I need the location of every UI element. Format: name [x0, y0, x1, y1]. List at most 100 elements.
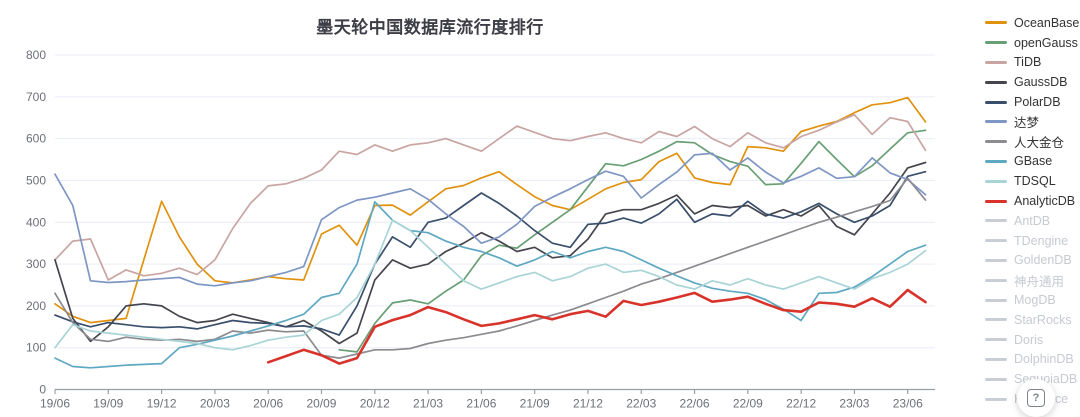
x-tick-label: 21/09	[520, 397, 550, 411]
x-tick-label: 23/06	[893, 397, 923, 411]
legend-label: OceanBase	[1014, 15, 1080, 30]
legend-item-Doris[interactable]: Doris	[985, 330, 1080, 350]
legend-swatch-人大金仓	[985, 140, 1007, 144]
x-tick-label: 19/09	[93, 397, 123, 411]
x-tick-label: 21/03	[413, 397, 443, 411]
legend-item-StarRocks[interactable]: StarRocks	[985, 310, 1080, 330]
grid-lines	[55, 54, 935, 349]
legend-swatch-GaussDB	[985, 80, 1007, 84]
legend-label: Doris	[1014, 332, 1044, 347]
x-tick-label: 20/06	[253, 397, 283, 411]
y-tick-label: 600	[26, 132, 46, 146]
y-axis-labels: 0 100 200 300 400 500 600 700 800	[26, 48, 46, 397]
y-tick-label: 100	[26, 341, 46, 355]
series-line-AnalyticDB	[266, 288, 927, 365]
legend-swatch-MogDB	[985, 298, 1007, 302]
legend-label: MogDB	[1014, 293, 1056, 308]
y-tick-label: 200	[26, 299, 46, 313]
legend-item-DolphinDB[interactable]: DolphinDB	[985, 350, 1080, 370]
y-tick-label: 500	[26, 173, 46, 187]
legend-swatch-openGauss	[985, 41, 1007, 45]
series-line-PolarDB	[54, 170, 927, 336]
series-line-OceanBase	[54, 96, 927, 324]
legend-item-PolarDB[interactable]: PolarDB	[985, 92, 1080, 112]
series-line-TDSQL	[54, 219, 927, 351]
legend-item-神舟通用[interactable]: 神舟通用	[985, 270, 1080, 290]
series-line-TiDB	[54, 113, 927, 281]
legend-item-AnalyticDB[interactable]: AnalyticDB	[985, 191, 1080, 211]
legend-item-openGauss[interactable]: openGauss	[985, 33, 1080, 53]
legend-swatch-AntDB	[985, 219, 1007, 223]
legend-label: openGauss	[1014, 35, 1078, 50]
legend-swatch-TDengine	[985, 239, 1007, 243]
legend-item-TDengine[interactable]: TDengine	[985, 231, 1080, 251]
series-line-人大金仓	[54, 177, 927, 359]
legend-swatch-AnalyticDB	[985, 199, 1007, 203]
legend-swatch-DolphinDB	[985, 357, 1007, 361]
legend-item-达梦[interactable]: 达梦	[985, 112, 1080, 132]
x-tick-label: 20/12	[360, 397, 390, 411]
x-tick-label: 19/06	[40, 397, 70, 411]
legend-swatch-TDSQL	[985, 179, 1007, 183]
x-tick-label: 20/09	[306, 397, 336, 411]
legend-item-GaussDB[interactable]: GaussDB	[985, 72, 1080, 92]
legend-swatch-神舟通用	[985, 278, 1007, 282]
legend-item-AntDB[interactable]: AntDB	[985, 211, 1080, 231]
legend-swatch-GoldenDB	[985, 258, 1007, 262]
y-tick-label: 700	[26, 90, 46, 104]
legend-label: 达梦	[1014, 116, 1040, 131]
y-tick-label: 400	[26, 215, 46, 229]
legend-swatch-StarRocks	[985, 318, 1007, 322]
legend-label: AnalyticDB	[1014, 194, 1076, 209]
legend-swatch-SequoiaDB	[985, 377, 1007, 381]
legend-label: TiDB	[1014, 55, 1042, 70]
legend-swatch-Kyligence	[985, 397, 1007, 401]
series-line-达梦	[54, 152, 927, 287]
legend-label: StarRocks	[1014, 312, 1072, 327]
legend-swatch-TiDB	[985, 60, 1007, 64]
legend-item-MogDB[interactable]: MogDB	[985, 290, 1080, 310]
legend-item-人大金仓[interactable]: 人大金仓	[985, 132, 1080, 152]
line-chart[interactable]: 0 100 200 300 400 500 600 700 800 19/06 19/09 19/12…	[0, 0, 960, 414]
y-tick-label: 300	[26, 257, 46, 271]
legend-label: 神舟通用	[1014, 274, 1065, 289]
legend-label: GBase	[1014, 154, 1053, 169]
legend-label: PolarDB	[1014, 95, 1061, 110]
legend-item-TiDB[interactable]: TiDB	[985, 53, 1080, 73]
x-tick-label: 22/03	[626, 397, 656, 411]
legend-label: TDSQL	[1014, 174, 1056, 189]
legend-label: AntDB	[1014, 213, 1051, 228]
x-tick-label: 19/12	[147, 397, 177, 411]
legend-swatch-PolarDB	[985, 100, 1007, 104]
y-tick-label: 0	[39, 383, 46, 397]
x-tick-label: 22/06	[680, 397, 710, 411]
x-tick-label: 22/09	[733, 397, 763, 411]
question-mark-icon: ?	[1027, 389, 1045, 407]
help-button[interactable]: ?	[1017, 379, 1055, 417]
x-tick-label: 22/12	[786, 397, 816, 411]
legend-item-GBase[interactable]: GBase	[985, 152, 1080, 172]
legend-label: DolphinDB	[1014, 352, 1074, 367]
series-line-GaussDB	[54, 161, 927, 345]
legend-item-TDSQL[interactable]: TDSQL	[985, 171, 1080, 191]
x-axis: 19/06 19/09 19/12 20/03 20/06 20/09 20/12 21/03…	[40, 388, 935, 411]
legend-label: TDengine	[1014, 233, 1069, 248]
series-line-openGauss	[338, 129, 927, 353]
legend-swatch-GBase	[985, 159, 1007, 163]
legend-item-GoldenDB[interactable]: GoldenDB	[985, 251, 1080, 271]
x-tick-label: 21/12	[573, 397, 603, 411]
legend-label: GoldenDB	[1014, 253, 1072, 268]
chart-title: 墨天轮中国数据库流行度排行	[316, 18, 544, 37]
series-lines	[54, 96, 927, 369]
legend-label: GaussDB	[1014, 75, 1068, 90]
x-tick-label: 21/06	[466, 397, 496, 411]
legend: OceanBase openGauss TiDB GaussDB PolarDB 达梦人大…	[985, 13, 1080, 409]
legend-swatch-Doris	[985, 338, 1007, 342]
x-tick-label: 23/03	[839, 397, 869, 411]
legend-swatch-OceanBase	[985, 21, 1007, 25]
y-tick-label: 800	[26, 48, 46, 62]
legend-label: 人大金仓	[1014, 136, 1065, 151]
legend-item-OceanBase[interactable]: OceanBase	[985, 13, 1080, 33]
legend-swatch-达梦	[985, 120, 1007, 124]
